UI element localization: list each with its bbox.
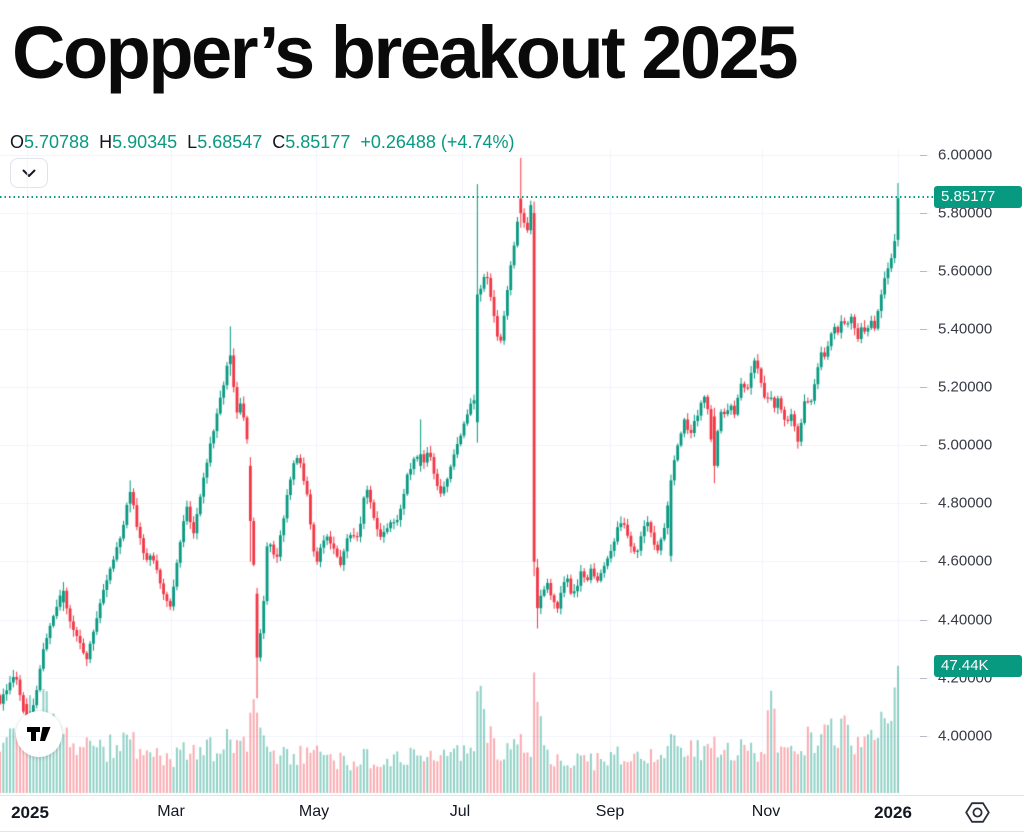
volume-badge: 47.44K: [934, 655, 1022, 677]
price-tick-mark: [920, 155, 927, 156]
price-tick-label: 5.60000: [938, 262, 993, 280]
price-tick-label: 6.00000: [938, 146, 993, 164]
price-tick-mark: [920, 445, 927, 446]
price-tick-mark: [920, 329, 927, 330]
price-tick-label: 5.40000: [938, 320, 993, 338]
price-tick-mark: [920, 271, 927, 272]
page-bottom-border: [0, 831, 1024, 832]
price-tick-mark: [920, 736, 927, 737]
price-tick-label: 4.60000: [938, 552, 993, 570]
time-tick-label: Sep: [595, 803, 625, 820]
price-tick-mark: [920, 503, 927, 504]
time-tick-label: Jul: [449, 803, 471, 820]
time-tick-label: Nov: [751, 803, 781, 820]
current-price-line: [0, 196, 933, 198]
settings-button[interactable]: [962, 799, 992, 825]
price-tick-label: 4.00000: [938, 727, 993, 745]
time-tick-label: 2026: [874, 803, 912, 822]
price-tick-label: 5.80000: [938, 204, 993, 222]
settings-icon: [964, 801, 990, 823]
price-tick-mark: [920, 213, 927, 214]
price-tick-mark: [920, 620, 927, 621]
tradingview-icon: [27, 727, 51, 741]
price-tick-mark: [920, 678, 927, 679]
time-tick-label: Mar: [157, 803, 185, 820]
price-tick-label: 4.40000: [938, 611, 993, 629]
tradingview-logo[interactable]: [16, 711, 62, 757]
price-tick-mark: [920, 387, 927, 388]
price-tick-label: 5.00000: [938, 436, 993, 454]
price-tick-label: 5.20000: [938, 378, 993, 396]
price-tick-label: 4.80000: [938, 494, 993, 512]
current-price-badge: 5.85177: [934, 186, 1022, 208]
time-axis-separator: [0, 795, 1024, 796]
time-tick-label: May: [298, 803, 330, 820]
price-tick-mark: [920, 561, 927, 562]
time-tick-label: 2025: [11, 803, 49, 822]
